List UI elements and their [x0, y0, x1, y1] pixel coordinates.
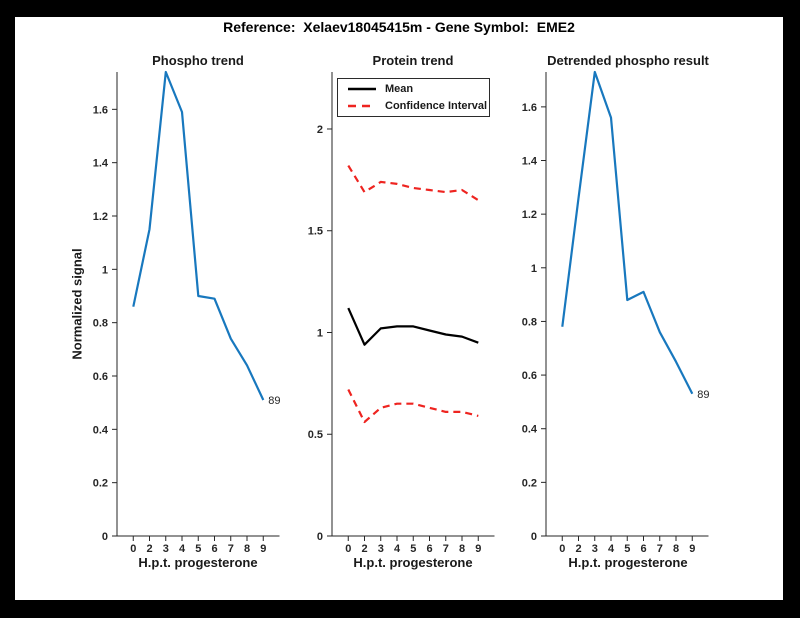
- series-line-detrended-phospho: [561, 70, 694, 395]
- x-tick-label: 6: [211, 543, 217, 555]
- confidence-interval-line-sample-icon: [348, 104, 376, 107]
- subplot3-xlabel: H.p.t. progesterone: [568, 555, 688, 570]
- x-tick-label: 6: [640, 543, 646, 555]
- y-tick-label: 0: [102, 531, 108, 543]
- legend-box: Mean Confidence Interval: [337, 78, 490, 117]
- series-line-confidence-interval: [347, 165, 479, 202]
- y-tick-label: 0.2: [93, 478, 108, 490]
- y-tick-label: 0.4: [93, 424, 109, 436]
- series-line-confidence-interval: [347, 389, 479, 424]
- x-tick-label: 7: [228, 543, 234, 555]
- x-tick-label: 0: [130, 543, 136, 555]
- x-tick-label: 4: [608, 543, 615, 555]
- y-tick-label: 0.6: [93, 371, 108, 383]
- x-tick-label: 3: [163, 543, 169, 555]
- x-tick-label: 3: [592, 543, 598, 555]
- y-tick-label: 1.2: [522, 209, 537, 221]
- series-end-label: 89: [268, 395, 280, 407]
- subplot2-title: Protein trend: [372, 53, 454, 68]
- y-tick-label: 0.5: [308, 429, 323, 441]
- y-tick-label: 1.5: [308, 226, 323, 238]
- y-tick-label: 0.8: [93, 318, 108, 330]
- x-tick-label: 0: [345, 543, 351, 555]
- subplot1-ylabel: Normalized signal: [69, 248, 85, 360]
- series-end-label: 89: [697, 389, 709, 401]
- x-tick-label: 6: [426, 543, 432, 555]
- subplot1-xlabel: H.p.t. progesterone: [138, 555, 258, 570]
- y-tick-label: 0.8: [522, 316, 537, 328]
- x-tick-label: 8: [673, 543, 679, 555]
- plots-canvas: 00.20.40.60.811.21.41.60 2 3 4 5 6 7 8 98900.511…: [93, 70, 710, 555]
- y-tick-label: 1.4: [522, 156, 538, 168]
- subplot1-title: Phospho trend: [152, 53, 244, 68]
- x-tick-label: 9: [475, 543, 481, 555]
- x-tick-label: 2: [146, 543, 152, 555]
- subplot2-xlabel: H.p.t. progesterone: [353, 555, 473, 570]
- legend-entry-confidence-interval: Confidence Interval: [347, 100, 489, 112]
- x-tick-label: 8: [244, 543, 250, 555]
- legend-label-mean: Mean: [385, 83, 414, 96]
- x-tick-label: 4: [394, 543, 401, 555]
- x-tick-label: 3: [378, 543, 384, 555]
- y-tick-label: 1.4: [93, 158, 109, 170]
- legend-entry-mean: Mean: [347, 83, 489, 95]
- y-tick-label: 0.4: [522, 424, 538, 436]
- x-tick-label: 7: [657, 543, 663, 555]
- x-tick-label: 4: [179, 543, 186, 555]
- y-tick-label: 0: [317, 531, 323, 543]
- x-tick-label: 0: [559, 543, 565, 555]
- y-tick-label: 1.2: [93, 211, 108, 223]
- y-tick-label: 1: [317, 327, 323, 339]
- x-tick-label: 5: [410, 543, 416, 555]
- figure-canvas: Reference: Xelaev18045415m - Gene Symbol…: [15, 17, 783, 600]
- x-tick-label: 9: [260, 543, 266, 555]
- y-tick-label: 1: [102, 264, 108, 276]
- x-tick-label: 7: [443, 543, 449, 555]
- series-line-phospho: [132, 70, 265, 401]
- x-tick-label: 2: [575, 543, 581, 555]
- series-line-mean: [347, 307, 479, 346]
- x-tick-label: 5: [624, 543, 630, 555]
- y-tick-label: 1.6: [522, 102, 537, 114]
- y-tick-label: 1.6: [93, 104, 108, 116]
- y-tick-label: 2: [317, 124, 323, 136]
- subplot3-title: Detrended phospho result: [547, 53, 709, 68]
- x-tick-label: 9: [689, 543, 695, 555]
- y-tick-label: 0.6: [522, 370, 537, 382]
- x-tick-label: 5: [195, 543, 201, 555]
- y-tick-label: 0.2: [522, 477, 537, 489]
- mean-line-sample-icon: [348, 88, 376, 91]
- y-tick-label: 0: [531, 531, 537, 543]
- x-tick-label: 2: [361, 543, 367, 555]
- y-tick-label: 1: [531, 263, 537, 275]
- legend-label-confidence-interval: Confidence Interval: [385, 99, 488, 112]
- figure-title: Reference: Xelaev18045415m - Gene Symbol…: [223, 19, 575, 35]
- x-tick-label: 8: [459, 543, 465, 555]
